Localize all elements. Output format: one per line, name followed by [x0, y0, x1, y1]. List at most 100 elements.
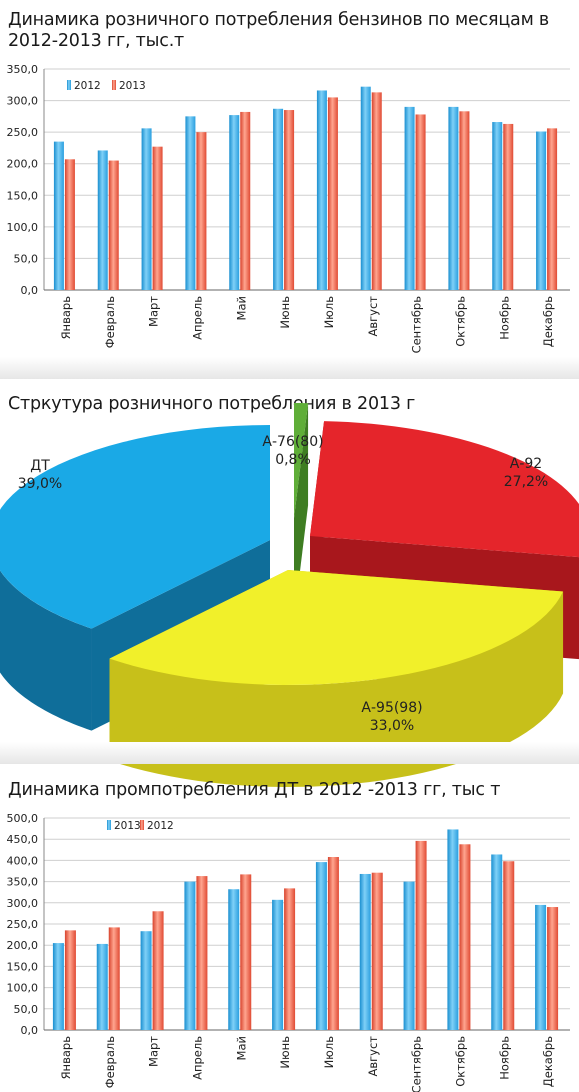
- bar: [403, 881, 415, 1030]
- bar: [272, 899, 284, 1030]
- bar: [152, 911, 164, 1030]
- x-tick-label: Октябрь: [453, 1036, 467, 1087]
- bar: [52, 943, 64, 1030]
- x-tick-label: Апрель: [190, 1036, 204, 1080]
- bar: [315, 862, 327, 1030]
- x-tick-label: Май: [234, 1036, 248, 1060]
- slice-percent-label: 33,0%: [370, 718, 414, 734]
- y-tick-label: 150,0: [7, 189, 39, 202]
- bar: [459, 844, 471, 1030]
- slice-name-label: А-76(80): [262, 434, 323, 450]
- x-tick-label: Февраль: [103, 296, 117, 348]
- slice-percent-label: 39,0%: [18, 476, 62, 492]
- y-tick-label: 0,0: [21, 1024, 39, 1037]
- bar: [415, 114, 426, 290]
- y-tick-label: 350,0: [7, 63, 39, 76]
- y-tick-label: 450,0: [7, 833, 39, 846]
- y-tick-label: 50,0: [14, 1003, 39, 1016]
- x-tick-label: Май: [234, 296, 248, 320]
- legend-label: 2013: [114, 820, 141, 832]
- x-tick-label: Март: [147, 296, 161, 327]
- y-tick-label: 100,0: [7, 221, 39, 234]
- bar: [316, 90, 327, 291]
- x-tick-label: Июнь: [278, 296, 292, 329]
- pie-slice-А-76(80): [294, 403, 309, 620]
- x-tick-label: Март: [147, 1036, 161, 1067]
- bar: [96, 943, 108, 1030]
- x-tick-label: Июль: [322, 1036, 336, 1069]
- chart-title: Динамика промпотребления ДТ в 2012 -2013…: [8, 780, 501, 800]
- bar: [108, 927, 120, 1030]
- bar: [273, 108, 284, 290]
- bar: [327, 97, 338, 291]
- bar: [491, 854, 503, 1030]
- pie-slice-wall: [294, 403, 309, 620]
- bar: [196, 876, 208, 1030]
- bar: [196, 132, 207, 290]
- y-tick-label: 200,0: [7, 158, 39, 171]
- pie-slice-top: [0, 425, 270, 629]
- y-tick-label: 0,0: [21, 284, 39, 297]
- bar: [503, 861, 515, 1030]
- x-tick-label: Август: [366, 1036, 380, 1077]
- bar: [240, 874, 252, 1030]
- legend-swatch: [140, 820, 144, 830]
- bar: [229, 115, 240, 290]
- bar: [284, 110, 295, 291]
- x-tick-label: Сентябрь: [410, 1036, 424, 1092]
- slice-name-label: ДТ: [30, 458, 50, 474]
- bar: [371, 92, 382, 290]
- x-tick-label: Апрель: [190, 296, 204, 340]
- y-tick-label: 250,0: [7, 126, 39, 139]
- bar: [108, 160, 119, 290]
- x-tick-label: Январь: [59, 1036, 73, 1080]
- chart-panel-diesel: Динамика промпотребления ДТ в 2012 -2013…: [0, 766, 579, 1092]
- x-tick-label: Сентябрь: [410, 296, 424, 354]
- bar: [503, 123, 514, 290]
- bar: [547, 907, 559, 1030]
- bar: [536, 131, 547, 290]
- y-tick-label: 150,0: [7, 960, 39, 973]
- legend-label: 2012: [147, 820, 174, 832]
- bar: [228, 889, 240, 1030]
- x-tick-label: Декабрь: [541, 1036, 555, 1087]
- x-tick-label: Ноябрь: [497, 296, 511, 340]
- chart-title: Стркутура розничного потребления в 2013 …: [8, 394, 416, 414]
- bar: [492, 122, 503, 290]
- pie-chart-structure: А-76(80) 0,8% А-92 27,2% А-95(98) 33,0% ДТ 39,0…: [0, 403, 579, 787]
- y-tick-label: 300,0: [7, 95, 39, 108]
- y-tick-label: 300,0: [7, 897, 39, 910]
- bar: [152, 146, 163, 290]
- x-tick-label: Январь: [59, 296, 73, 340]
- x-tick-label: Ноябрь: [497, 1036, 511, 1080]
- bar: [415, 840, 427, 1030]
- legend-swatch: [67, 80, 71, 90]
- x-tick-label: Февраль: [103, 1036, 117, 1088]
- pie-slice-top: [294, 403, 309, 518]
- bar: [447, 829, 459, 1030]
- bar: [53, 141, 64, 290]
- y-tick-label: 200,0: [7, 939, 39, 952]
- bar: [327, 857, 339, 1030]
- bar: [97, 150, 108, 290]
- bar: [459, 111, 470, 290]
- bar: [140, 931, 152, 1030]
- pie-slice-side: [109, 591, 564, 787]
- bar: [535, 904, 547, 1030]
- slice-name-label: А-95(98): [361, 700, 422, 716]
- bar: [360, 86, 371, 291]
- x-tick-label: Октябрь: [453, 296, 467, 347]
- legend-swatch: [112, 80, 116, 90]
- bar: [359, 873, 371, 1030]
- divider: [0, 742, 579, 764]
- legend-label: 2013: [119, 80, 146, 92]
- chart-panel-petrol: Динамика розничного потребления бензинов…: [0, 0, 579, 366]
- x-tick-label: Июль: [322, 296, 336, 329]
- bar-chart-diesel: 0,0 50,0 100,0 150,0 200,0 250,0 300,0 350,0 400…: [7, 812, 570, 1092]
- pie-slice-А-95(98): [109, 570, 564, 787]
- bar: [547, 128, 558, 290]
- slice-percent-label: 0,8%: [275, 452, 311, 468]
- y-tick-label: 350,0: [7, 876, 39, 889]
- y-tick-label: 500,0: [7, 812, 39, 825]
- bar: [141, 128, 152, 290]
